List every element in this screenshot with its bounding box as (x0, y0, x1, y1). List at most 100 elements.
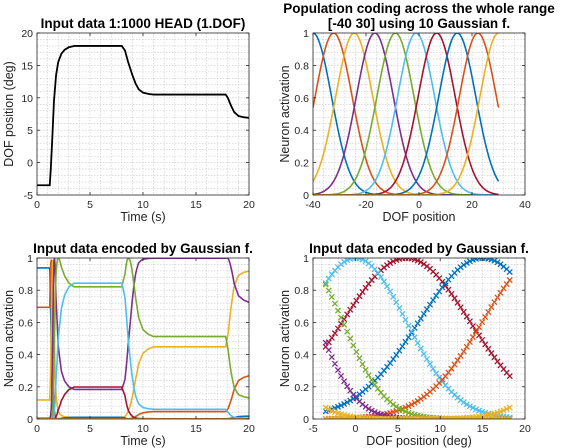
scatter-point (426, 360, 434, 368)
scatter-point (494, 259, 501, 266)
scatter-point (433, 292, 440, 299)
scatter-point (405, 322, 412, 329)
scatter-point (393, 403, 400, 410)
scatter-point (325, 347, 332, 354)
scatter-point (359, 288, 366, 295)
x-tick-label: 20 (519, 423, 531, 435)
scatter-point (454, 299, 461, 306)
scatter-point (503, 281, 510, 288)
x-tick-label: 5 (395, 423, 401, 435)
scatter-point (347, 397, 354, 404)
scatter-point (420, 350, 427, 357)
scatter-point (328, 354, 335, 361)
scatter-point (337, 402, 345, 409)
scatter-point (390, 258, 397, 265)
scatter-point (463, 401, 470, 408)
y-tick-label: 0.2 (294, 158, 309, 170)
scatter-point (414, 258, 421, 264)
y-tick-label: 0.6 (294, 93, 309, 105)
scatter-point (399, 310, 406, 317)
x-tick-label: 15 (190, 199, 202, 211)
x-axis-label: Time (s) (120, 434, 165, 448)
y-tick-label: 1 (303, 253, 309, 265)
scatter-point (396, 405, 403, 412)
scatter-point (417, 315, 424, 322)
scatter-point (436, 288, 443, 295)
scatter-point (337, 372, 345, 379)
x-axis-label: Time (s) (120, 210, 165, 224)
x-tick-label: 20 (466, 199, 478, 211)
x-tick-label: 5 (87, 423, 93, 435)
scatter-point (331, 300, 338, 307)
encoded-line-5 (37, 258, 249, 419)
scatter-point (460, 348, 467, 355)
y-tick-label: 0.6 (294, 317, 309, 329)
y-tick-label: 1 (27, 253, 33, 265)
grid (37, 33, 249, 195)
x-tick-label: 0 (34, 423, 40, 435)
scatter-point (399, 343, 406, 350)
scatter-point (472, 258, 480, 262)
scatter-point (365, 405, 372, 412)
scatter-point (488, 350, 495, 357)
scatter-point (325, 406, 332, 413)
scatter-point (341, 321, 348, 328)
x-axis-label: DOF position (deg) (366, 434, 472, 448)
scatter-series-1 (322, 258, 513, 380)
scatter-point (334, 367, 342, 374)
scatter-point (371, 381, 378, 388)
y-tick-label: 0.8 (294, 285, 309, 297)
scatter-point (457, 304, 464, 311)
scatter-point (460, 308, 467, 315)
y-tick-label: 0.2 (18, 382, 33, 394)
scatter-point (488, 304, 495, 311)
scatter-point (494, 294, 501, 301)
scatter-point (479, 319, 486, 326)
scatter-point (485, 308, 492, 316)
scatter-point (344, 399, 351, 406)
grid (313, 258, 525, 419)
y-tick-label: 0.2 (294, 382, 309, 394)
scatter-point (328, 293, 335, 301)
gaussian-curve-10 (313, 33, 499, 195)
scatter-point (460, 261, 467, 268)
scatter-point (491, 258, 498, 264)
scatter-point (469, 334, 476, 341)
scatter-point (423, 306, 430, 313)
scatter-point (420, 310, 427, 317)
encoded-line-6 (37, 282, 249, 419)
scatter-point (500, 407, 507, 414)
scatter-point (350, 302, 357, 309)
scatter-point (383, 262, 391, 269)
panel-encoded-time: 0 5 10 15 20 0 0.2 0.4 0.6 0.8 1 Time (s) Neuron act… (2, 241, 255, 448)
scatter-point (430, 297, 437, 304)
x-tick-label: -20 (358, 199, 373, 211)
scatter-point (491, 299, 498, 306)
scatter-point (466, 403, 473, 410)
y-tick-label: 0.4 (18, 350, 33, 362)
scatter-point (334, 307, 342, 314)
scatter-point (454, 357, 461, 364)
scatter-point (362, 366, 369, 373)
scatter-point (506, 276, 513, 284)
chart-title: [-40 30] using 10 Gaussian f. (328, 16, 510, 31)
scatter-point (482, 341, 489, 348)
x-tick-label: 15 (190, 423, 202, 435)
scatter-point (430, 365, 437, 372)
scatter-point (469, 322, 476, 330)
scatter-point (411, 399, 418, 406)
scatter-point (442, 282, 449, 289)
scatter-point (393, 351, 400, 358)
scatter-point (344, 383, 351, 390)
y-tick-label: 0.8 (294, 60, 309, 72)
y-tick-label: 0.6 (18, 317, 33, 329)
x-tick-label: 20 (243, 199, 255, 211)
scatter-point (479, 336, 486, 344)
y-axis-label: DOF position (deg) (2, 61, 16, 167)
y-axis-label: Neuron activation (2, 290, 16, 387)
scatter-point (377, 273, 384, 281)
scatter-point (328, 334, 335, 341)
y-tick-label: 5 (27, 125, 33, 137)
